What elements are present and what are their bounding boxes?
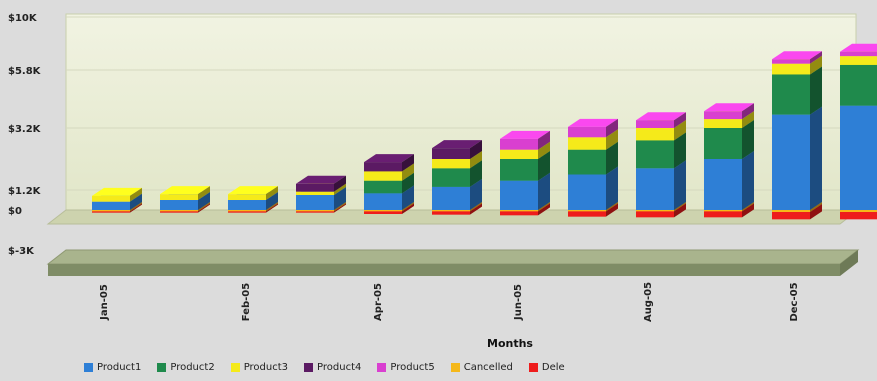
legend-item: Product1 [84, 362, 141, 373]
bar-segment [772, 106, 822, 210]
x-tick-label: Dec-05 [789, 282, 800, 321]
bar-segment [704, 151, 754, 210]
bar-segment [568, 118, 618, 138]
legend-label: Dele [541, 361, 565, 373]
bar-segment [296, 175, 346, 192]
floor-top [46, 249, 860, 265]
legend-item: Dele [528, 361, 565, 373]
x-tick-label: Apr-05 [373, 283, 384, 321]
bar-segment [636, 112, 686, 128]
legend-swatch [84, 362, 93, 372]
legend-label: Product4 [317, 361, 362, 373]
bar-segment [160, 186, 210, 200]
legend: Product1 Product2 Product3 Product4 Product5… [84, 358, 874, 376]
x-tick-label: Jun-05 [513, 284, 524, 321]
x-axis-title: Months [487, 337, 533, 350]
floor-front [48, 264, 840, 276]
bar-segment [772, 51, 822, 64]
bar-segment [704, 103, 754, 120]
legend-label: Product5 [390, 361, 435, 373]
bar-segment [364, 154, 414, 172]
y-tick-label: $3.2K [8, 124, 42, 135]
y-tick-label: $10K [8, 13, 38, 24]
legend-label: Cancelled [463, 361, 513, 373]
legend-swatch [230, 362, 240, 372]
bar-segment [840, 97, 877, 210]
legend-item: Product3 [230, 361, 289, 373]
bar-segment [432, 140, 482, 159]
legend-swatch [450, 362, 460, 372]
legend-item: Product5 [377, 361, 435, 373]
legend-swatch [528, 362, 538, 372]
legend-label: Product3 [243, 361, 289, 373]
legend-swatch [304, 362, 314, 372]
x-tick-label: Jan-05 [99, 284, 110, 321]
legend-item: Product2 [157, 361, 215, 373]
x-tick-label: Aug-05 [643, 282, 654, 322]
bar-segment [500, 130, 550, 150]
x-tick-label: Feb-05 [241, 283, 252, 321]
y-tick-label: $-3K [8, 246, 35, 257]
legend-swatch [377, 362, 387, 372]
legend-label: Product2 [170, 361, 215, 373]
y-tick-label: $5.8K [8, 66, 42, 77]
bar-segment [840, 43, 877, 57]
legend-label: Product1 [97, 361, 142, 373]
bar-segment [228, 186, 278, 200]
floor-side [840, 250, 858, 276]
y-tick-label: $0 [8, 206, 22, 217]
legend-item: Cancelled [450, 361, 513, 373]
y-tick-label: $1.2K [8, 186, 42, 197]
bar-segment [92, 187, 142, 202]
legend-swatch [157, 362, 167, 372]
legend-item: Product4 [304, 362, 361, 373]
